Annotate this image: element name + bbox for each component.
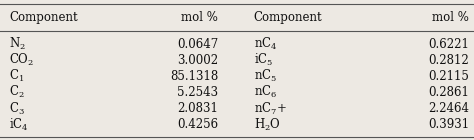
Text: 0.6221: 0.6221: [428, 38, 469, 51]
Text: $\mathregular{H_2O}$: $\mathregular{H_2O}$: [254, 116, 281, 133]
Text: $\mathregular{C_2}$: $\mathregular{C_2}$: [9, 84, 25, 101]
Text: $\mathregular{C_1}$: $\mathregular{C_1}$: [9, 68, 25, 84]
Text: $\mathregular{iC_5}$: $\mathregular{iC_5}$: [254, 52, 273, 68]
Text: 2.2464: 2.2464: [428, 102, 469, 115]
Text: $\mathregular{nC_5}$: $\mathregular{nC_5}$: [254, 68, 277, 84]
Text: $\mathregular{nC_4}$: $\mathregular{nC_4}$: [254, 36, 277, 52]
Text: mol %: mol %: [432, 11, 469, 24]
Text: 85.1318: 85.1318: [170, 70, 218, 83]
Text: 0.2861: 0.2861: [428, 86, 469, 99]
Text: $\mathregular{C_3}$: $\mathregular{C_3}$: [9, 101, 25, 116]
Text: 0.2812: 0.2812: [428, 54, 469, 67]
Text: $\mathregular{CO_2}$: $\mathregular{CO_2}$: [9, 52, 35, 68]
Text: Component: Component: [254, 11, 322, 24]
Text: $\mathregular{nC_6}$: $\mathregular{nC_6}$: [254, 84, 277, 101]
Text: 0.4256: 0.4256: [177, 118, 218, 131]
Text: 3.0002: 3.0002: [177, 54, 218, 67]
Text: $\mathregular{N_2}$: $\mathregular{N_2}$: [9, 36, 27, 52]
Text: 5.2543: 5.2543: [177, 86, 218, 99]
Text: 0.3931: 0.3931: [428, 118, 469, 131]
Text: Component: Component: [9, 11, 78, 24]
Text: 2.0831: 2.0831: [177, 102, 218, 115]
Text: $\mathregular{iC_4}$: $\mathregular{iC_4}$: [9, 116, 29, 133]
Text: 0.0647: 0.0647: [177, 38, 218, 51]
Text: mol %: mol %: [181, 11, 218, 24]
Text: 0.2115: 0.2115: [428, 70, 469, 83]
Text: $\mathregular{nC_7}$+: $\mathregular{nC_7}$+: [254, 101, 286, 116]
